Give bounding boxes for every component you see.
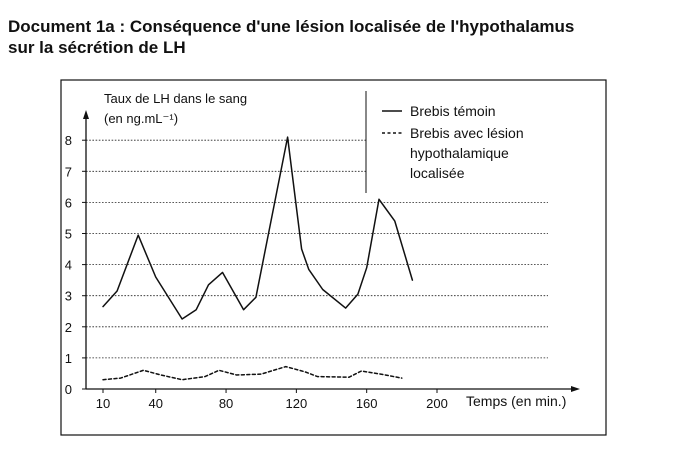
y-tick-label: 2 xyxy=(65,320,72,335)
x-tick-label: 120 xyxy=(286,396,308,411)
y-tick-label: 0 xyxy=(65,382,72,397)
x-tick-label: 40 xyxy=(149,396,163,411)
document-title-line2: sur la sécrétion de LH xyxy=(8,38,186,57)
x-tick-label: 160 xyxy=(356,396,378,411)
x-tick-labels: 10 40 80 120 160 200 xyxy=(96,389,448,411)
legend-box xyxy=(366,91,583,191)
y-axis-arrow xyxy=(83,110,89,119)
series-line-temoin xyxy=(102,136,414,320)
y-tick-labels: 0 1 2 3 4 5 6 7 8 xyxy=(65,133,86,397)
series-group xyxy=(102,136,414,381)
document-title-line1: Document 1a : Conséquence d'une lésion l… xyxy=(8,17,575,36)
legend-label-lesion-line3: localisée xyxy=(410,165,465,181)
y-axis-label-line1: Taux de LH dans le sang xyxy=(104,91,247,106)
y-tick-label: 4 xyxy=(65,258,72,273)
chart-frame xyxy=(60,79,607,436)
legend-label-temoin: Brebis témoin xyxy=(410,103,496,119)
legend-label-lesion-line2: hypothalamique xyxy=(410,145,509,161)
y-tick-label: 7 xyxy=(65,164,72,179)
x-tick-label: 80 xyxy=(219,396,233,411)
y-tick-label: 5 xyxy=(65,227,72,242)
x-axis-arrow xyxy=(571,386,580,392)
y-axis-label-line2: (en ng.mL⁻¹) xyxy=(104,111,178,126)
series-line-lesion xyxy=(102,365,403,381)
y-tick-label: 6 xyxy=(65,195,72,210)
document-title: Document 1a : Conséquence d'une lésion l… xyxy=(8,16,668,58)
y-tick-label: 1 xyxy=(65,351,72,366)
y-tick-label: 8 xyxy=(65,133,72,148)
x-axis-label: Temps (en min.) xyxy=(466,393,566,409)
x-tick-label: 200 xyxy=(426,396,448,411)
legend-label-lesion-line1: Brebis avec lésion xyxy=(410,125,524,141)
y-tick-label: 3 xyxy=(65,289,72,304)
x-tick-label: 10 xyxy=(96,396,110,411)
